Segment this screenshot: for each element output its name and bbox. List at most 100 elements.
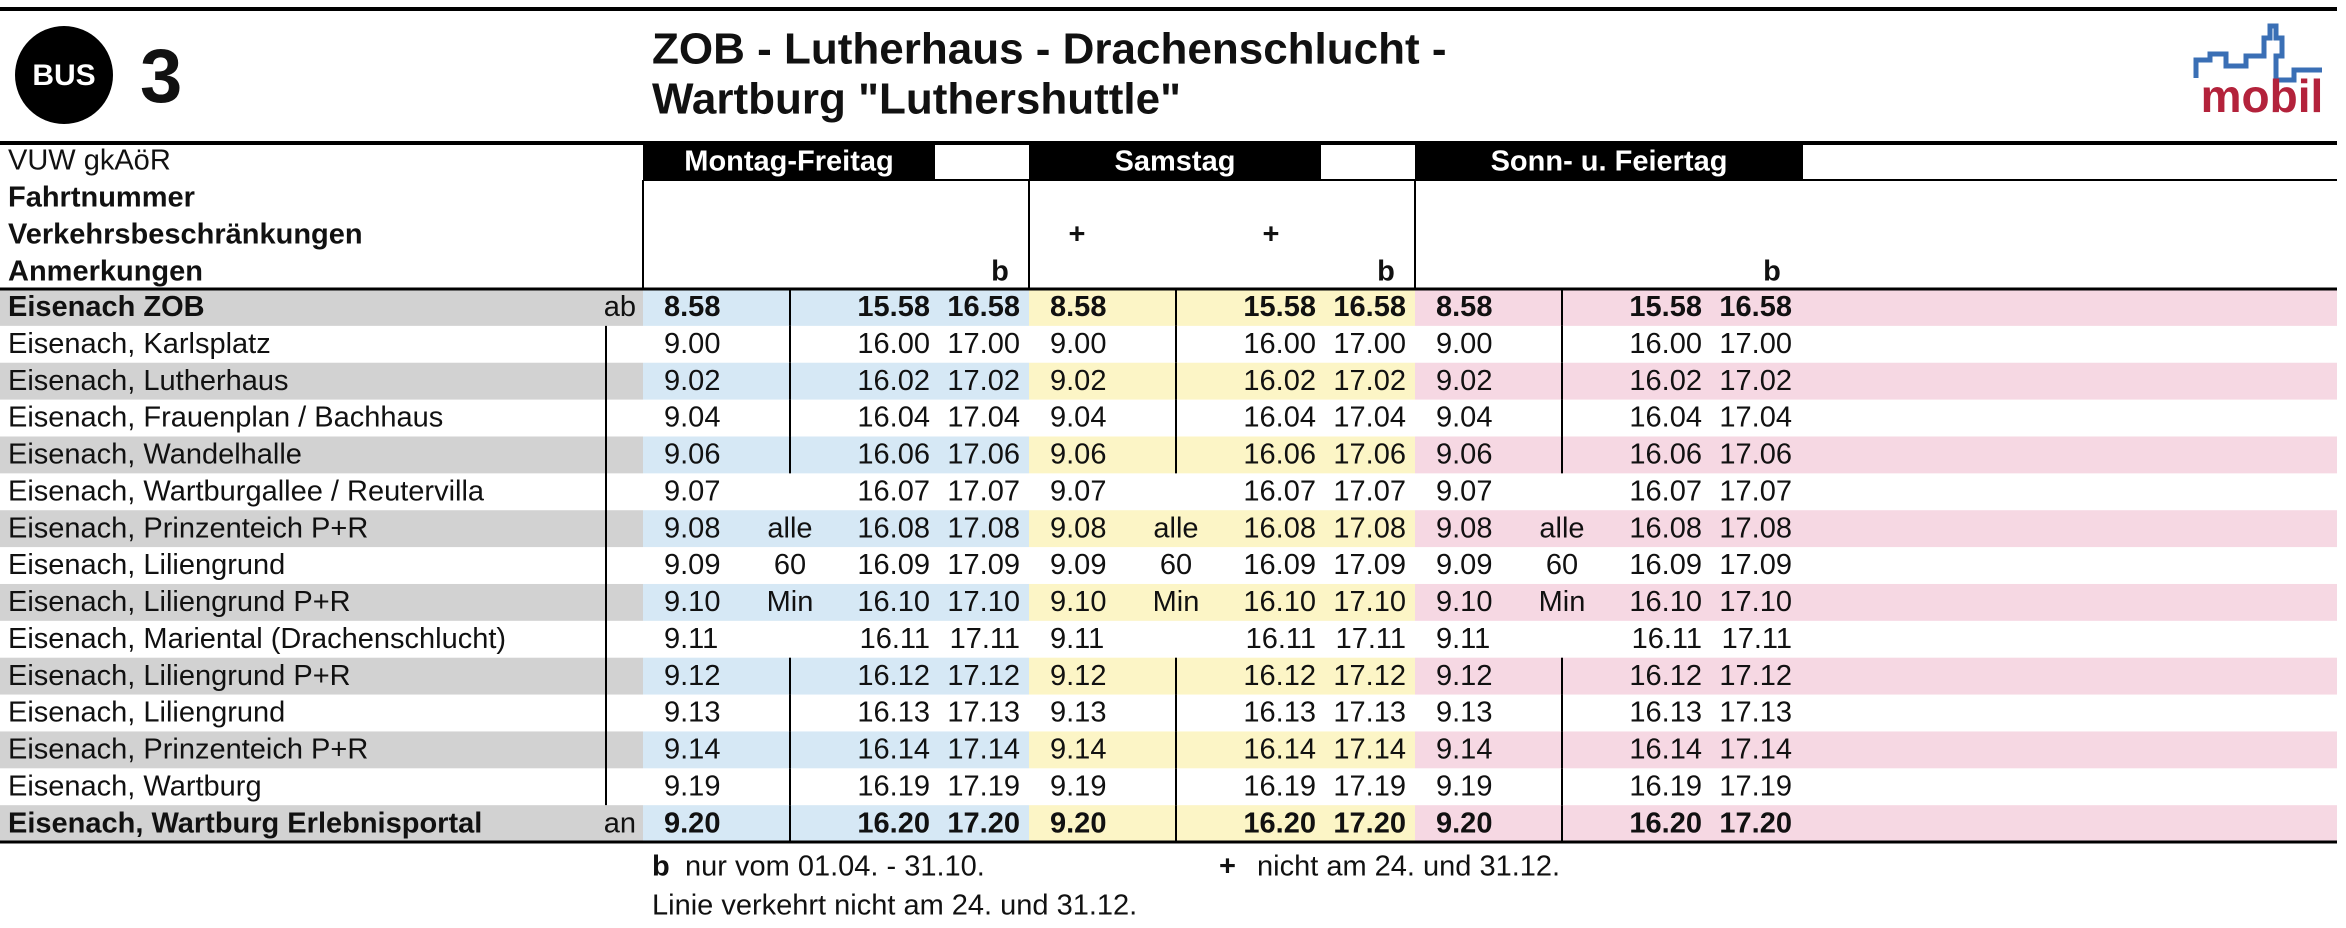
departure-time: 9.06 [664,439,720,471]
departure-time: 16.58 [1719,291,1792,323]
departure-time: 17.11 [950,623,1020,655]
row-label: Verkehrsbeschränkungen [8,219,363,251]
departure-time: 17.07 [947,475,1020,507]
departure-time: 16.08 [857,512,930,544]
departure-time: 17.09 [1333,549,1406,581]
logo: mobil [2193,23,2323,122]
departure-time: 16.00 [1243,328,1316,360]
interval-note: 60 [1546,549,1578,581]
row-shade [1415,289,2337,326]
departure-time: 17.10 [1333,586,1406,618]
departure-time: 9.09 [1436,549,1492,581]
departure-time: 17.02 [1719,365,1792,397]
departure-time: 9.00 [664,328,720,360]
footer-note: Linie verkehrt nicht am 24. und 31.12. [652,890,1137,922]
departure-time: 9.20 [1050,807,1106,839]
departure-time: 9.02 [1436,365,1492,397]
stop-name: Eisenach, Frauenplan / Bachhaus [8,402,443,434]
operator: VUW gkAöR [8,145,171,177]
departure-time: 9.04 [1436,402,1492,434]
departure-time: 16.12 [857,660,930,692]
row-shade [1029,510,1415,548]
departure-time: 16.06 [857,439,930,471]
row-label: Anmerkungen [8,256,203,288]
departure-time: 17.09 [1719,549,1792,581]
departure-time: 17.07 [1333,475,1406,507]
departure-time: 16.19 [1629,770,1702,802]
departure-time: 9.14 [1436,734,1492,766]
departure-time: 17.07 [1719,475,1792,507]
departure-time: 8.58 [664,291,720,323]
row-shade [0,510,643,548]
departure-time: 9.19 [1050,770,1106,802]
row-shade [1415,731,2337,769]
interval-note: Min [1539,586,1586,618]
departure-time: 9.09 [664,549,720,581]
departure-time: 17.06 [1333,439,1406,471]
row-shade [1415,657,2337,695]
row-label: Fahrtnummer [8,182,195,214]
departure-time: 15.58 [1629,291,1702,323]
departure-time: 9.04 [664,402,720,434]
departure-time: 17.19 [947,770,1020,802]
row-shade [643,436,1029,474]
departure-time: 17.08 [1719,512,1792,544]
stop-name: Eisenach, Wartburgallee / Reutervilla [8,475,485,507]
departure-time: 17.08 [947,512,1020,544]
departure-time: 8.58 [1050,291,1106,323]
departure-time: 16.11 [860,623,930,655]
row-shade [1029,657,1415,695]
departure-time: 17.04 [1333,402,1406,434]
stop-name: Eisenach, Liliengrund [8,697,285,729]
group-name: Samstag [1115,146,1236,178]
row-shade [643,657,1029,695]
restriction: + [1263,219,1280,251]
stop-name: Eisenach, Lutherhaus [8,365,289,397]
departure-time: 17.06 [947,439,1020,471]
bus-badge [15,26,113,124]
departure-time: 9.00 [1436,328,1492,360]
departure-time: 16.06 [1243,439,1316,471]
group-name: Sonn- u. Feiertag [1491,146,1728,178]
interval-note: Min [767,586,814,618]
departure-time: 16.20 [1629,807,1702,839]
stop-name: Eisenach, Wandelhalle [8,439,302,471]
departure-time: 16.13 [1243,697,1316,729]
stop-name: Eisenach, Prinzenteich P+R [8,734,368,766]
row-shade [643,583,1029,621]
group-header-box [1415,143,1803,180]
row-shade [1415,510,2337,548]
departure-time: 9.12 [664,660,720,692]
departure-time: 9.06 [1050,439,1106,471]
row-shade [0,657,643,695]
departure-time: 17.02 [947,365,1020,397]
departure-time: 16.20 [857,807,930,839]
departure-time: 16.02 [1243,365,1316,397]
departure-time: 16.06 [1629,439,1702,471]
departure-time: 9.10 [664,586,720,618]
remark: b [1763,256,1781,288]
departure-time: 17.11 [1336,623,1406,655]
departure-time: 17.10 [1719,586,1792,618]
row-shade [0,731,643,769]
interval-note: alle [1539,512,1584,544]
departure-time: 9.08 [1050,512,1106,544]
row-shade [1415,805,2337,843]
departure-time: 16.20 [1243,807,1316,839]
departure-time: 9.11 [1436,623,1490,655]
row-shade [0,436,643,474]
stop-name: Eisenach, Liliengrund [8,549,285,581]
row-shade [1029,731,1415,769]
footnote-symbol: + [1219,851,1236,883]
departure-time: 17.02 [1333,365,1406,397]
departure-time: 16.07 [1243,475,1316,507]
title-line-2: Wartburg "Luthershuttle" [652,75,1181,124]
departure-time: 17.13 [1719,697,1792,729]
row-shade [1029,289,1415,326]
departure-time: 9.07 [664,475,720,507]
departure-time: 17.12 [1719,660,1792,692]
departure-time: 17.20 [1719,807,1792,839]
departure-time: 9.20 [664,807,720,839]
group-header-box [643,143,935,180]
departure-time: 9.08 [664,512,720,544]
